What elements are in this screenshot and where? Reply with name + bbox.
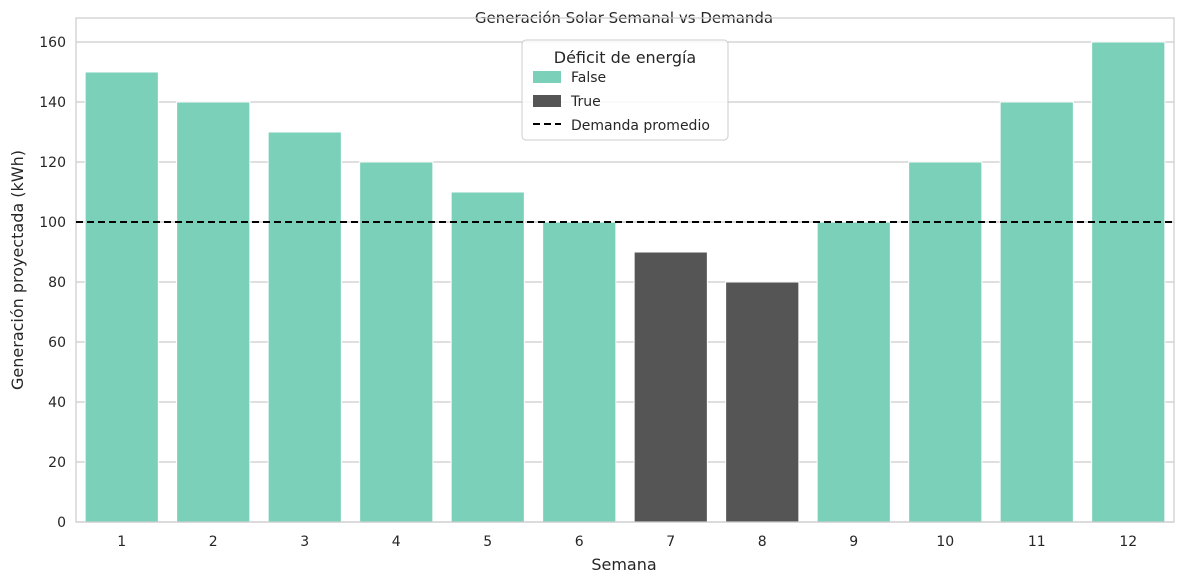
y-tick-label: 80: [48, 275, 66, 291]
y-tick-label: 160: [39, 35, 66, 51]
bar-week-10: [908, 161, 983, 523]
x-tick-label: 2: [209, 534, 218, 550]
y-tick-label: 40: [48, 395, 66, 411]
legend-swatch-false: [533, 71, 561, 83]
bar-week-3: [267, 131, 342, 523]
y-tick-label: 60: [48, 335, 66, 351]
y-tick-labels: 0 20 40 60 80 100 120 140 160: [39, 35, 66, 531]
bar-week-7: [633, 251, 708, 523]
x-tick-label: 4: [392, 534, 401, 550]
legend-label-demand: Demanda promedio: [571, 118, 710, 134]
x-tick-label: 9: [849, 534, 858, 550]
x-tick-label: 5: [483, 534, 492, 550]
x-tick-label: 1: [117, 534, 126, 550]
plot-frame: [75, 17, 1175, 523]
legend-label-true: True: [570, 94, 601, 110]
legend-swatch-true: [533, 95, 561, 107]
x-tick-label: 6: [575, 534, 584, 550]
y-tick-label: 140: [39, 95, 66, 111]
y-tick-label: 100: [39, 215, 66, 231]
legend-box: [521, 39, 729, 141]
y-axis-label: Generación proyectada (kWh): [8, 150, 27, 390]
y-tick-label: 20: [48, 455, 66, 471]
x-axis-label: Semana: [591, 555, 656, 574]
bar-week-12: [1091, 41, 1166, 523]
bar-week-6: [542, 221, 617, 523]
legend-title: Déficit de energía: [554, 48, 696, 67]
x-tick-label: 3: [300, 534, 309, 550]
bar-week-2: [176, 101, 251, 523]
bar-week-11: [999, 101, 1074, 523]
bar-week-8: [725, 281, 800, 523]
bar-week-4: [359, 161, 434, 523]
x-tick-labels: 1 2 3 4 5 6 7 8 9 10 11 12: [117, 534, 1137, 550]
bar-week-1: [84, 71, 159, 523]
bars: [84, 41, 1166, 523]
y-tick-label: 0: [57, 515, 66, 531]
x-tick-label: 7: [666, 534, 675, 550]
legend-label-false: False: [571, 70, 606, 86]
bar-week-5: [450, 191, 525, 523]
y-tick-label: 120: [39, 155, 66, 171]
x-tick-label: 8: [758, 534, 767, 550]
x-tick-label: 10: [936, 534, 954, 550]
x-tick-label: 12: [1119, 534, 1137, 550]
bar-week-9: [816, 221, 891, 523]
x-tick-label: 11: [1028, 534, 1046, 550]
legend: Déficit de energía False True Demanda pr…: [521, 39, 729, 141]
